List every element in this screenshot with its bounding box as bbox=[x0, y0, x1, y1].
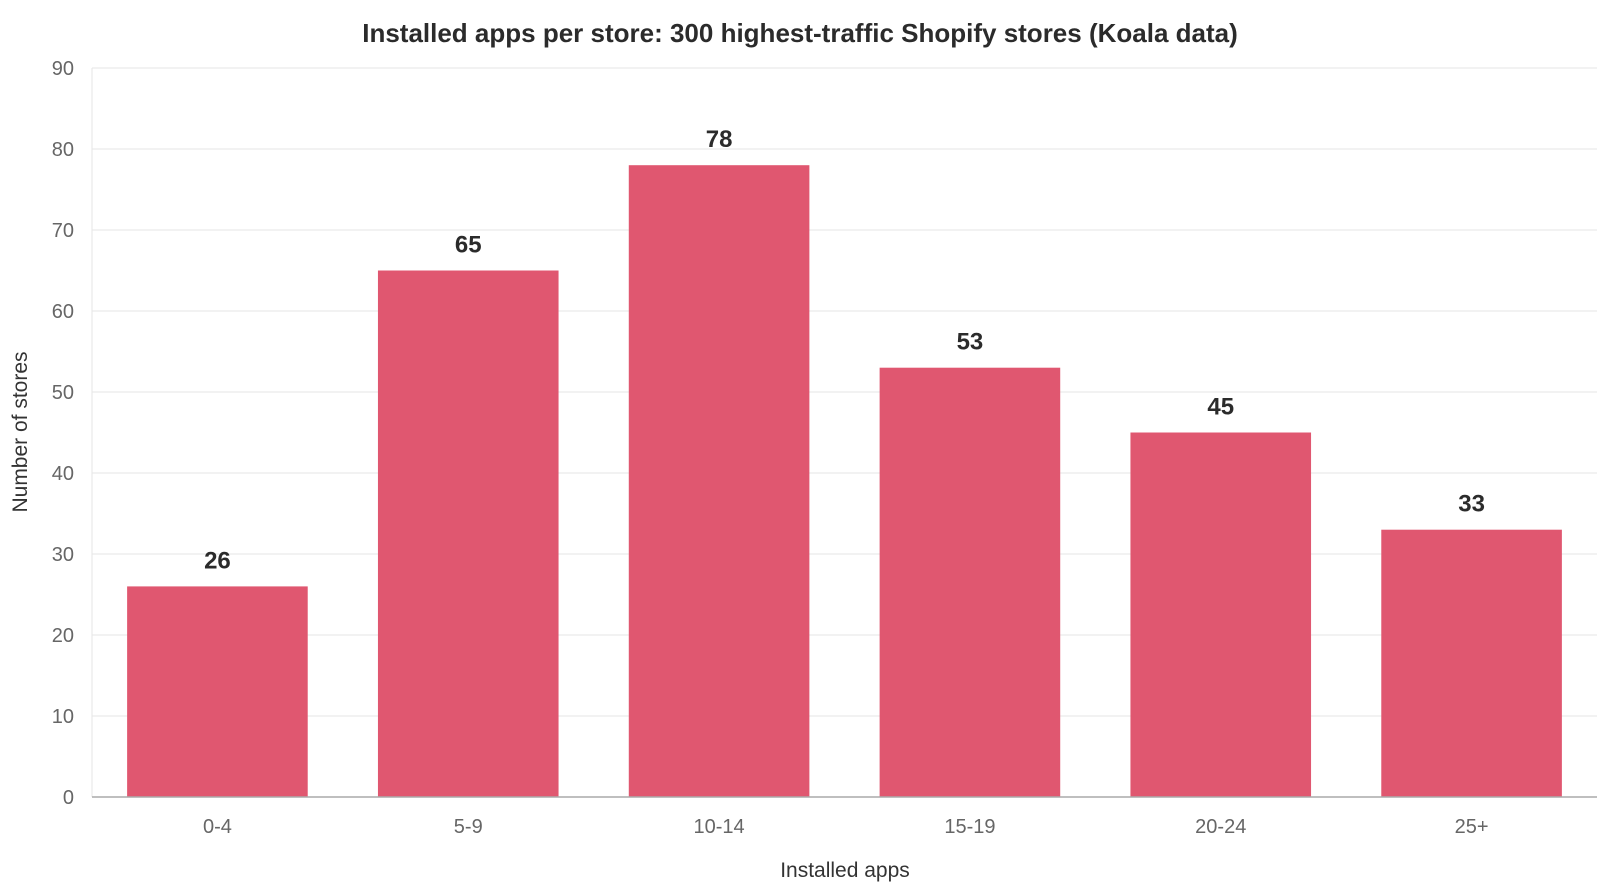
x-tick-label-5-9: 5-9 bbox=[454, 816, 483, 838]
y-tick-label-60: 60 bbox=[52, 301, 74, 323]
bar-25+ bbox=[1381, 529, 1562, 797]
bar-20-24 bbox=[1130, 432, 1312, 797]
x-tick-label-10-14: 10-14 bbox=[694, 816, 745, 838]
y-axis-title: Number of stores bbox=[9, 351, 32, 512]
bars bbox=[127, 165, 1562, 797]
bar-5-9 bbox=[377, 270, 559, 797]
chart-title: Installed apps per store: 300 highest-tr… bbox=[362, 18, 1238, 48]
data-label-20-24: 45 bbox=[1207, 394, 1234, 421]
data-label-5-9: 65 bbox=[455, 232, 482, 259]
data-label-0-4: 26 bbox=[204, 547, 231, 574]
bar-0-4 bbox=[127, 586, 308, 797]
y-tick-label-10: 10 bbox=[52, 706, 74, 728]
x-tick-label-20-24: 20-24 bbox=[1195, 816, 1246, 838]
y-tick-label-20: 20 bbox=[52, 625, 74, 647]
x-axis-title: Installed apps bbox=[780, 859, 910, 882]
axes bbox=[91, 68, 1597, 798]
y-tick-label-50: 50 bbox=[52, 382, 74, 404]
gridlines bbox=[92, 67, 1597, 717]
y-tick-label-70: 70 bbox=[52, 220, 74, 242]
bar-10-14 bbox=[628, 165, 810, 797]
x-tick-label-25+: 25+ bbox=[1455, 816, 1489, 838]
x-tick-label-15-19: 15-19 bbox=[944, 816, 995, 838]
y-tick-label-90: 90 bbox=[52, 58, 74, 80]
y-tick-label-80: 80 bbox=[52, 139, 74, 161]
y-tick-label-30: 30 bbox=[52, 544, 74, 566]
data-label-15-19: 53 bbox=[957, 329, 984, 356]
x-tick-label-0-4: 0-4 bbox=[203, 816, 232, 838]
y-tick-label-40: 40 bbox=[52, 463, 74, 485]
data-label-10-14: 78 bbox=[706, 126, 733, 153]
data-label-25+: 33 bbox=[1458, 491, 1485, 518]
labels: 0 10 20 30 40 50 60 70 80 90 26 0-4 65 5-9 78 10-14 53 15… bbox=[52, 58, 1489, 838]
bar-15-19 bbox=[879, 367, 1061, 797]
y-tick-label-0: 0 bbox=[63, 787, 74, 809]
